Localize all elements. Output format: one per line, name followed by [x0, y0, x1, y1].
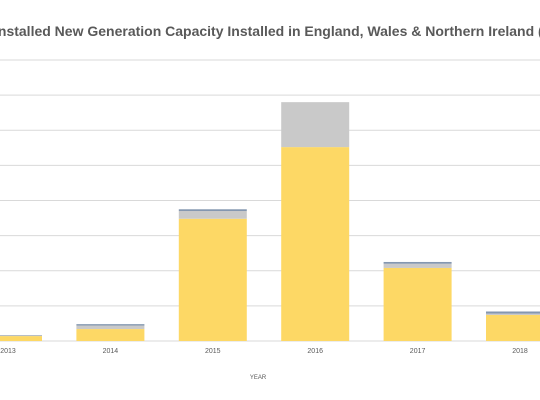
- bar-2014-segment-3: [76, 324, 145, 326]
- bar-2013-segment-1: [0, 336, 42, 341]
- bar-2018-segment-2: [486, 313, 540, 316]
- bar-2016-segment-1: [281, 147, 350, 341]
- bar-2015-segment-2: [178, 211, 247, 219]
- bar-2016-segment-2: [281, 102, 350, 148]
- bar-2017-segment-2: [383, 263, 452, 268]
- gridlines: [0, 59, 540, 342]
- bar-2014-segment-1: [76, 329, 145, 341]
- x-tick-label-2013: 2013: [0, 348, 16, 355]
- x-axis-label: YEAR: [250, 375, 267, 381]
- bar-2018-segment-1: [486, 315, 540, 341]
- x-tick-label-2018: 2018: [512, 348, 528, 355]
- x-tick-label-2014: 2014: [103, 348, 119, 355]
- x-tick-label-2016: 2016: [307, 348, 323, 355]
- bar-2017-segment-1: [383, 267, 452, 341]
- bar-2018-segment-3: [486, 311, 540, 314]
- x-tick-label-2017: 2017: [410, 348, 426, 355]
- x-tick-labels: 2013 2014 2015 2016 2017 2018: [0, 348, 528, 355]
- bar-2015-segment-1: [178, 218, 247, 341]
- bar-2013-segment-2: [0, 335, 42, 337]
- bars: [0, 102, 540, 341]
- bar-2017-segment-3: [383, 261, 452, 264]
- bar-2014-segment-2: [76, 325, 145, 330]
- chart-title: Installed New Generation Capacity Instal…: [0, 23, 540, 39]
- bar-2015-segment-3: [178, 209, 247, 212]
- x-tick-label-2015: 2015: [205, 348, 221, 355]
